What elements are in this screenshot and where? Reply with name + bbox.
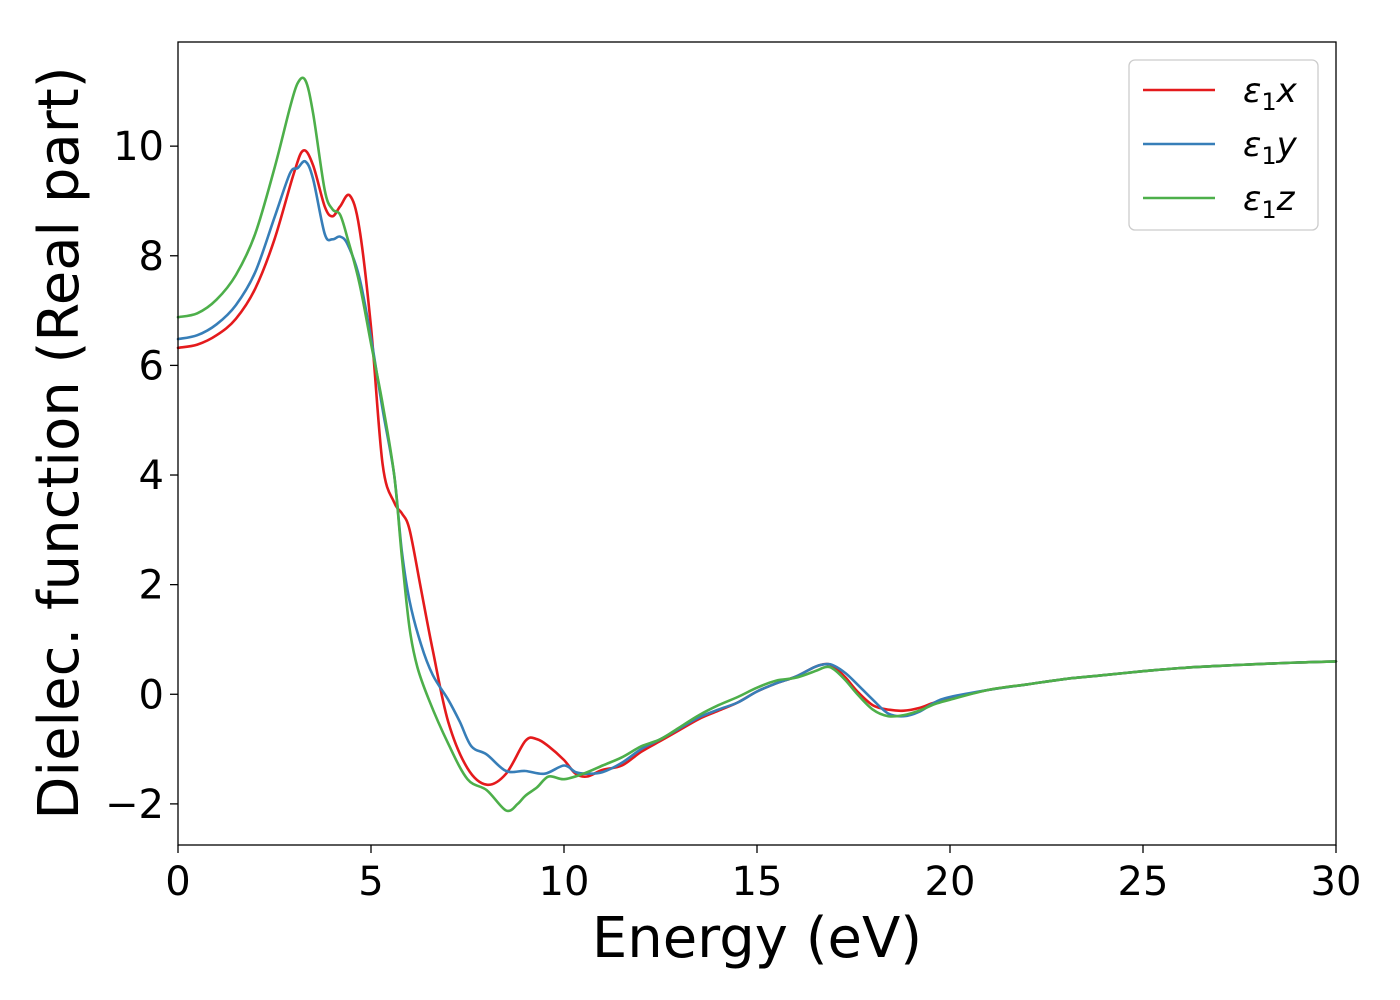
y-axis-title: Dielec. function (Real part) [27, 66, 92, 819]
y-tick-label: −2 [105, 782, 164, 828]
legend: ε1x ε1y ε1z [1128, 59, 1319, 231]
y-tick-label: 2 [139, 563, 164, 609]
x-axis: 0 5 10 15 20 25 30 [165, 845, 1361, 905]
series-line-x [176, 149, 1338, 787]
x-tick-label: 5 [358, 859, 383, 905]
legend-box [1128, 59, 1319, 231]
series-line-z [176, 76, 1338, 813]
y-tick-label: 8 [139, 234, 164, 280]
x-tick-label: 0 [165, 859, 190, 905]
y-axis: −2 0 2 4 6 8 10 [105, 124, 178, 828]
x-tick-label: 15 [732, 859, 783, 905]
legend-label-y: ε1y [1243, 125, 1298, 170]
y-tick-label: 0 [139, 672, 164, 718]
x-tick-label: 10 [539, 859, 590, 905]
series-layer [176, 76, 1338, 813]
x-tick-label: 30 [1311, 859, 1362, 905]
x-tick-label: 20 [925, 859, 976, 905]
y-tick-label: 4 [139, 453, 164, 499]
x-tick-label: 25 [1118, 859, 1169, 905]
y-tick-label: 10 [113, 124, 164, 170]
x-axis-title: Energy (eV) [592, 906, 922, 971]
y-tick-label: 6 [139, 343, 164, 389]
legend-label-z: ε1z [1243, 179, 1296, 224]
series-line-y [176, 159, 1338, 776]
legend-label-x: ε1x [1243, 71, 1298, 116]
